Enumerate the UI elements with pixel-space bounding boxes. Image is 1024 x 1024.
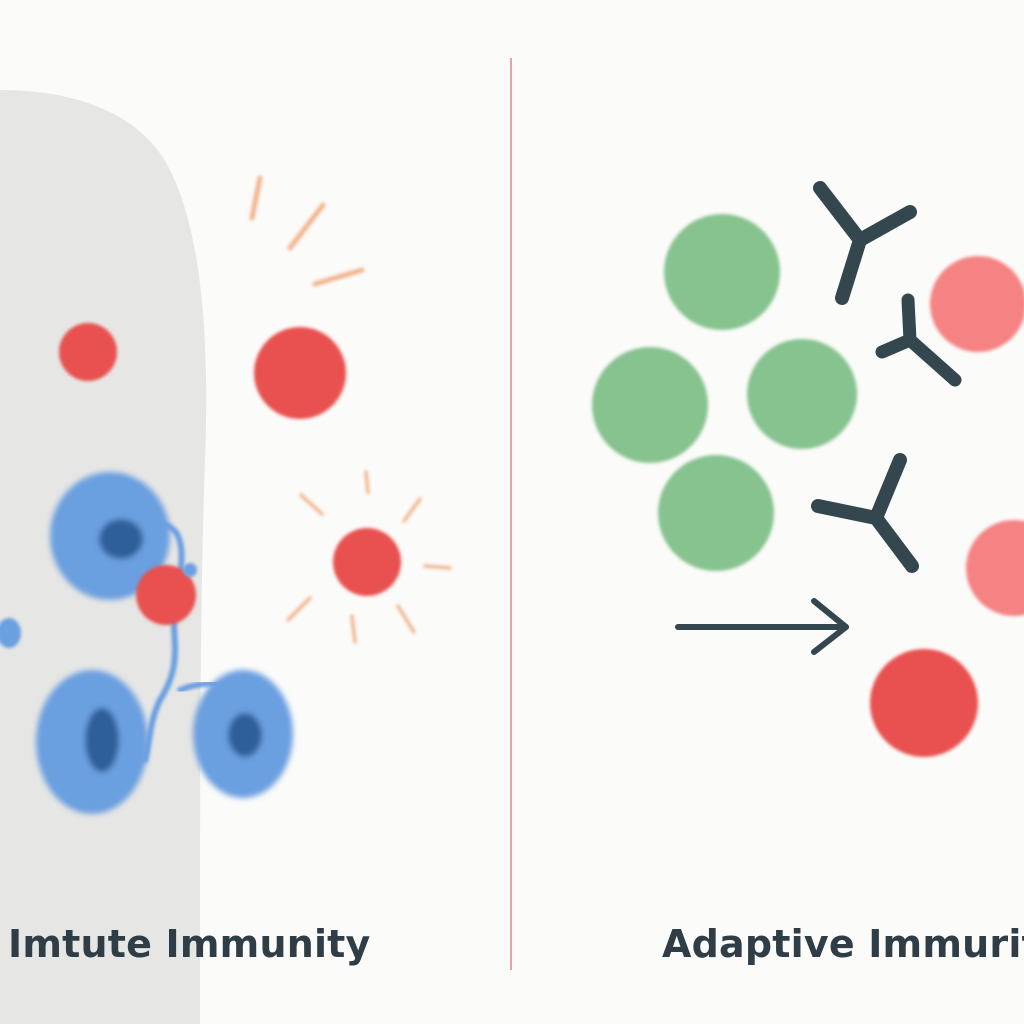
lymphocyte-4 xyxy=(658,455,774,571)
adaptive-immunity-label: Adaptive Immurity xyxy=(662,922,1024,966)
cell-fragment-edge xyxy=(0,618,21,648)
signal-rays-top xyxy=(249,175,365,287)
pseudopod-link xyxy=(142,522,185,763)
signal-rays-burst xyxy=(286,470,452,644)
innate-cell-top xyxy=(50,472,170,600)
innate-immunity-label: Imtute Immunity xyxy=(8,922,371,966)
pathogen-large xyxy=(254,327,346,419)
lymphocyte-1 xyxy=(664,214,780,330)
antibody-icon xyxy=(811,453,919,573)
antibody-icon xyxy=(813,181,917,305)
pathogen-bound-mid xyxy=(966,520,1024,616)
innate-cell-bottom-right xyxy=(193,670,293,798)
cell-fragment xyxy=(183,563,197,577)
lymphocyte-3 xyxy=(747,339,857,449)
arrow-right-icon xyxy=(675,598,849,655)
pathogen-target xyxy=(870,649,978,757)
innate-cell-bottom-left xyxy=(36,670,148,814)
pathogen-small xyxy=(59,323,117,381)
lymphocyte-2 xyxy=(592,347,708,463)
pathogen-signaling xyxy=(333,528,401,596)
engulfed-pathogen xyxy=(136,565,196,625)
antibody-icon xyxy=(875,293,962,387)
pathogen-bound-top xyxy=(930,256,1024,352)
